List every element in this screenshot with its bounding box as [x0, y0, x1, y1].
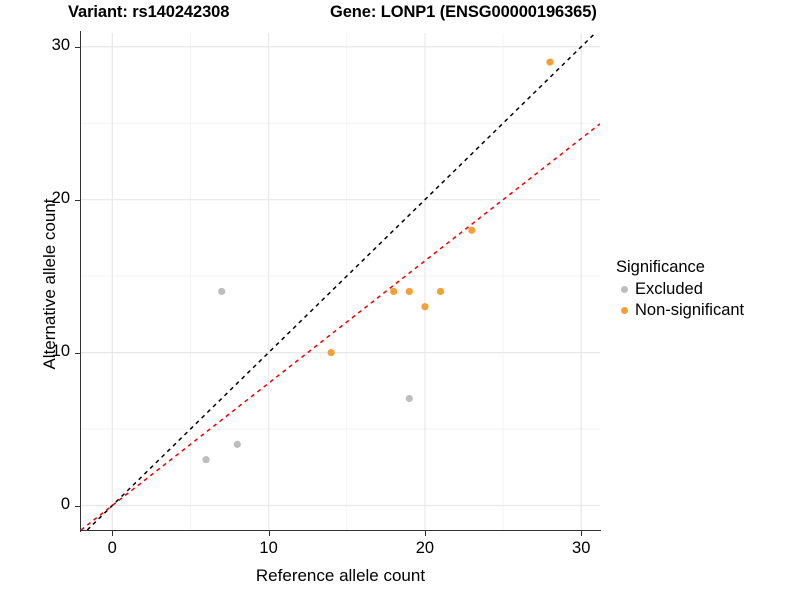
- x-axis-line: [80, 530, 601, 532]
- identity-line: [86, 33, 596, 530]
- legend-item-label: Non-significant: [635, 301, 745, 319]
- data-point[interactable]: [218, 287, 226, 296]
- data-point[interactable]: [327, 349, 335, 357]
- figure-title-strip: Variant: rs140242308 Gene: LONP1 (ENSG00…: [0, 0, 800, 26]
- variant-title: Variant: rs140242308: [68, 3, 230, 21]
- data-point[interactable]: [405, 287, 413, 296]
- gene-title: Gene: LONP1 (ENSG00000196365): [330, 3, 597, 21]
- data-point[interactable]: [421, 303, 429, 311]
- expected-ratio-line: [81, 123, 600, 530]
- x-tick-mark: [424, 531, 427, 536]
- x-tick-label: 10: [259, 539, 278, 557]
- data-point[interactable]: [202, 456, 210, 464]
- legend-key: [616, 281, 633, 298]
- plot-canvas: [81, 33, 600, 530]
- y-tick-mark: [75, 505, 80, 507]
- x-tick-mark: [581, 531, 583, 536]
- legend-dot-icon: [621, 286, 628, 293]
- x-axis-title: Reference allele count: [255, 566, 426, 585]
- legend-items: Excluded Non-significant: [616, 279, 796, 321]
- y-tick-mark: [75, 46, 80, 48]
- y-tick-label: 10: [51, 341, 70, 360]
- y-tick-label: 30: [51, 35, 70, 54]
- legend-item-excluded[interactable]: Excluded: [616, 279, 796, 300]
- x-tick-mark: [112, 531, 114, 536]
- x-tick-mark: [268, 531, 270, 536]
- legend-dot-icon: [621, 307, 628, 314]
- y-axis-line: [80, 31, 82, 532]
- x-tick-label: 0: [107, 539, 117, 557]
- x-tick-label: 30: [572, 539, 591, 557]
- data-point[interactable]: [390, 287, 398, 296]
- legend: Significance Excluded Non-significant: [616, 258, 796, 321]
- x-tick-label: 20: [415, 539, 435, 557]
- plot-panel: [81, 33, 600, 530]
- data-point[interactable]: [546, 58, 554, 66]
- y-tick-mark: [75, 352, 80, 354]
- data-point[interactable]: [233, 440, 241, 448]
- y-tick-label: 20: [51, 188, 70, 207]
- data-point[interactable]: [436, 287, 445, 296]
- series-excluded: [202, 287, 413, 464]
- legend-item-non-significant[interactable]: Non-significant: [616, 300, 796, 321]
- legend-key: [616, 302, 633, 319]
- data-point[interactable]: [405, 394, 413, 403]
- legend-title: Significance: [616, 258, 705, 276]
- series-non-significant: [327, 58, 554, 357]
- y-tick-mark: [75, 199, 80, 201]
- y-axis-title: Alternative allele count: [40, 198, 59, 370]
- legend-item-label: Excluded: [635, 280, 703, 298]
- y-tick-label: 0: [60, 494, 70, 513]
- data-point[interactable]: [468, 226, 476, 234]
